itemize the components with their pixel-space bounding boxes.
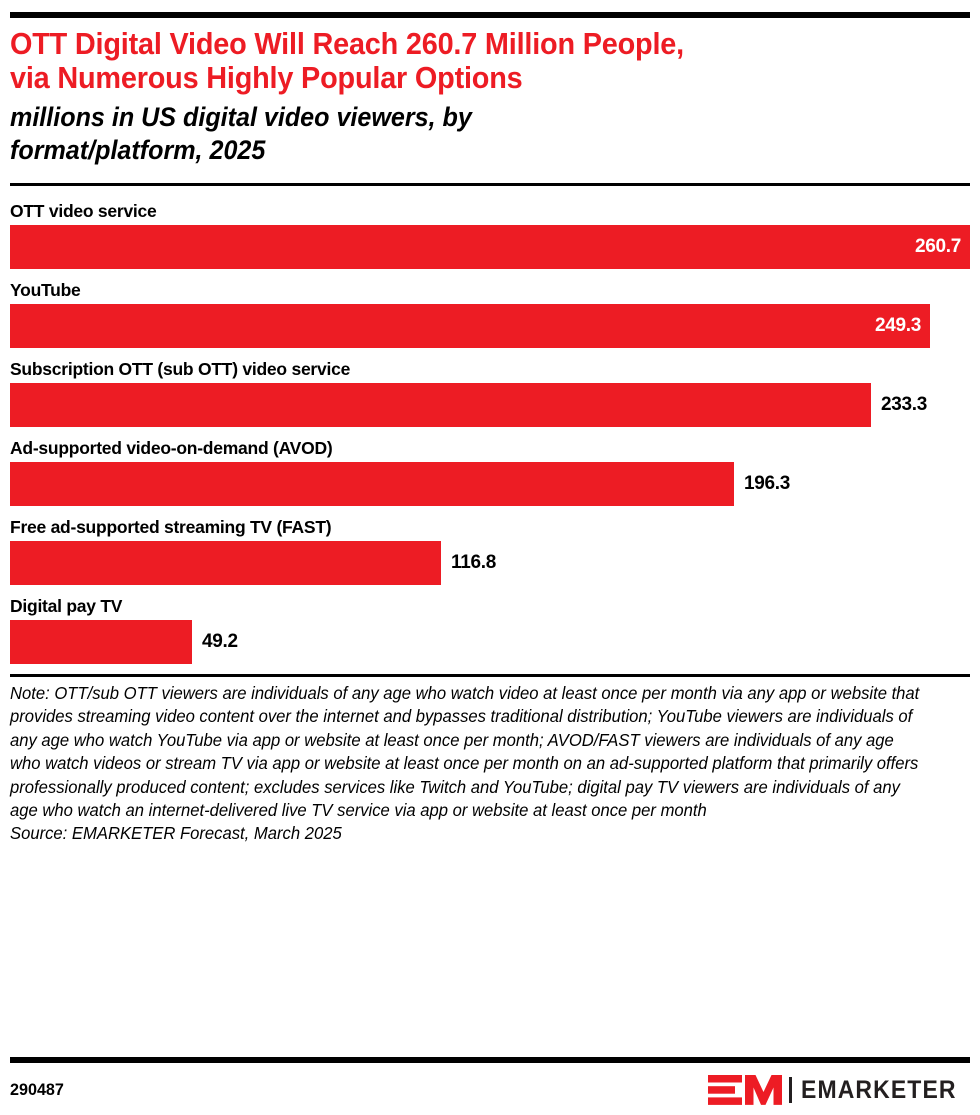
emarketer-logo[interactable]: EMARKETER — [708, 1075, 970, 1105]
bar-row: 116.8 — [10, 541, 970, 585]
chart-note: Note: OTT/sub OTT viewers are individual… — [10, 683, 920, 821]
logo-divider — [789, 1077, 792, 1103]
bar-value-label: 116.8 — [451, 552, 496, 573]
bar-category-label: OTT video service — [10, 201, 157, 221]
bar-category-label: Free ad-supported streaming TV (FAST) — [10, 517, 332, 537]
bar-row: 49.2 — [10, 620, 970, 664]
bar-group: YouTube 249.3 — [10, 279, 970, 348]
chart-source: Source: EMARKETER Forecast, March 2025 — [10, 823, 342, 844]
bar[interactable] — [10, 620, 192, 664]
bar-row: 260.7 — [10, 225, 970, 269]
bar-category-label: YouTube — [10, 280, 81, 300]
bar-value-label: 233.3 — [881, 394, 928, 415]
top-rule — [10, 12, 970, 18]
header-divider — [10, 183, 970, 186]
bar-value-label: 249.3 — [874, 315, 921, 336]
bar[interactable] — [10, 383, 871, 427]
bar-category-label: Ad-supported video-on-demand (AVOD) — [10, 438, 333, 458]
bar[interactable] — [10, 462, 734, 506]
bar-group: Digital pay TV 49.2 — [10, 595, 970, 664]
bar-value-label: 260.7 — [914, 236, 961, 257]
logo-wordmark: EMARKETER — [800, 1075, 957, 1104]
footer-divider — [10, 1057, 970, 1063]
page-subtitle: millions in US digital video viewers, by… — [10, 102, 472, 165]
bar-row: 249.3 — [10, 304, 970, 348]
chart-page: OTT Digital Video Will Reach 260.7 Milli… — [0, 12, 980, 1115]
bar[interactable]: 249.3 — [10, 304, 930, 348]
bar-row: 233.3 — [10, 383, 970, 427]
bar-value-label: 196.3 — [744, 473, 791, 494]
note-divider — [10, 674, 970, 677]
chart-id: 290487 — [10, 1080, 64, 1099]
bar-group: Ad-supported video-on-demand (AVOD) 196.… — [10, 437, 970, 506]
footer-divider-wrap — [10, 1057, 970, 1063]
bar-row: 196.3 — [10, 462, 970, 506]
bar-chart: OTT video service 260.7 YouTube 249.3 Su… — [10, 200, 970, 664]
note-divider-wrap — [10, 674, 970, 677]
bar-group: Subscription OTT (sub OTT) video service… — [10, 358, 970, 427]
bar-value-label: 49.2 — [202, 631, 238, 652]
bar[interactable] — [10, 541, 441, 585]
bar-category-label: Subscription OTT (sub OTT) video service — [10, 359, 351, 379]
bar-category-label: Digital pay TV — [10, 596, 123, 616]
footer: 290487 EMARKETER — [10, 1073, 970, 1107]
header-divider-wrap — [10, 183, 970, 186]
em-logo-icon — [708, 1075, 783, 1105]
page-title: OTT Digital Video Will Reach 260.7 Milli… — [10, 26, 684, 95]
bar-group: OTT video service 260.7 — [10, 200, 970, 269]
bar[interactable]: 260.7 — [10, 225, 970, 269]
bar-group: Free ad-supported streaming TV (FAST) 11… — [10, 516, 970, 585]
